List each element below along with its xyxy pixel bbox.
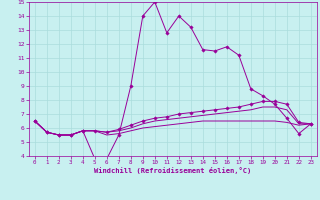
X-axis label: Windchill (Refroidissement éolien,°C): Windchill (Refroidissement éolien,°C): [94, 167, 252, 174]
